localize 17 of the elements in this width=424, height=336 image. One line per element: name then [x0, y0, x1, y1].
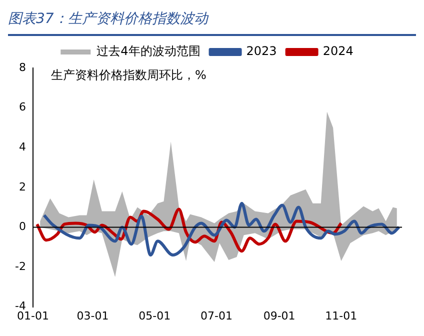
legend-label: 过去4年的波动范围: [96, 44, 200, 58]
x-tick-label: 09-01: [263, 309, 296, 322]
y-tick-label: 4: [18, 140, 26, 154]
x-tick-label: 07-01: [200, 309, 232, 322]
line-series: [42, 202, 400, 257]
y-tick-label: 2: [18, 180, 26, 194]
x-tick-label: 05-01: [138, 309, 171, 322]
annotation: 生产资料价格指数周环比，%: [50, 68, 206, 82]
y-tick-label: 8: [18, 60, 26, 74]
x-tick-label: 03-01: [76, 309, 109, 322]
y-tick-label: 6: [18, 100, 26, 114]
legend-label: 2023: [246, 44, 277, 58]
x-tick-label: 11-01: [325, 309, 358, 322]
y-tick-label: -2: [15, 260, 26, 273]
legend-label: 2024: [322, 44, 354, 58]
y-tick-label: 0: [18, 220, 26, 234]
chart-title: 图表37：生产资料价格指数波动: [8, 8, 416, 36]
